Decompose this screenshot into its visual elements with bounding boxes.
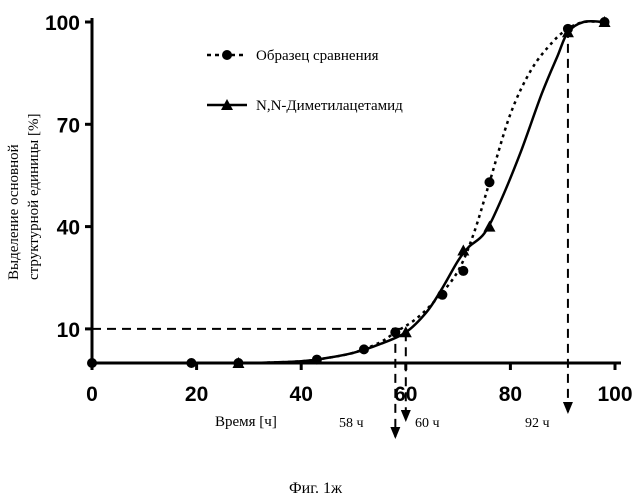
x-tick-label: 80 bbox=[499, 383, 522, 406]
x-tick-label: 0 bbox=[86, 383, 98, 406]
legend-marker-reference bbox=[222, 50, 232, 60]
series-line-reference bbox=[92, 22, 605, 364]
y-tick-label: 100 bbox=[45, 12, 80, 35]
y-tick-label: 70 bbox=[57, 114, 80, 137]
x-tick-label: 100 bbox=[597, 383, 632, 406]
x-tick-label: 20 bbox=[185, 383, 208, 406]
x-axis-title: Время [ч] bbox=[215, 414, 277, 430]
series-line-dmac bbox=[92, 21, 605, 363]
data-point-reference bbox=[484, 177, 494, 187]
x-tick-label: 40 bbox=[290, 383, 313, 406]
y-axis-title-line-1: Выделение основной bbox=[6, 144, 22, 280]
data-point-dmac bbox=[483, 221, 495, 232]
y-tick-label: 40 bbox=[57, 217, 80, 240]
chart: 020406080100104070100 Образец сравнения … bbox=[0, 0, 644, 500]
annotation-58h: 58 ч bbox=[339, 416, 364, 431]
data-point-reference bbox=[359, 344, 369, 354]
data-point-reference bbox=[87, 358, 97, 368]
data-point-reference bbox=[312, 355, 322, 365]
legend-label-dmac: N,N-Диметилацетамид bbox=[256, 98, 403, 114]
legend-label-reference: Образец сравнения bbox=[256, 48, 379, 64]
data-point-reference bbox=[390, 327, 400, 337]
data-point-reference bbox=[437, 290, 447, 300]
data-point-reference bbox=[600, 17, 610, 27]
data-point-reference bbox=[186, 358, 196, 368]
data-point-reference bbox=[458, 266, 468, 276]
data-point-reference bbox=[563, 24, 573, 34]
y-axis-title-line-2: структурной единицы [%] bbox=[26, 114, 42, 280]
annotation-60h: 60 ч bbox=[415, 416, 440, 431]
legend: Образец сравнения N,N-Диметилацетамид bbox=[207, 48, 403, 114]
figure-caption: Фиг. 1ж bbox=[289, 480, 343, 497]
y-tick-label: 10 bbox=[57, 319, 80, 342]
annotation-92h: 92 ч bbox=[525, 416, 550, 431]
data-point-reference bbox=[233, 358, 243, 368]
